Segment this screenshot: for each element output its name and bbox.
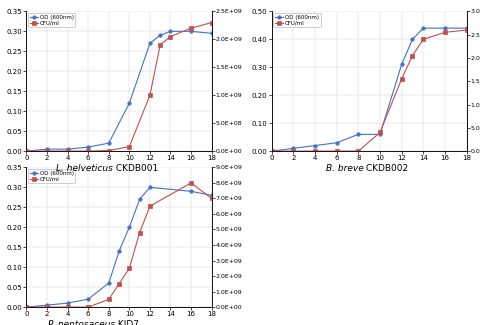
OD (600nm)	[157, 33, 163, 37]
CFU/ml	[65, 305, 71, 309]
CFU/ml	[355, 149, 360, 153]
CFU/ml	[188, 181, 193, 185]
CFU/ml	[24, 305, 29, 309]
OD (600nm)	[463, 26, 468, 30]
CFU/ml	[208, 197, 214, 201]
OD (600nm)	[136, 197, 142, 201]
CFU/ml	[398, 77, 404, 81]
CFU/ml	[312, 149, 317, 153]
CFU/ml	[126, 145, 132, 149]
Legend: OD (600nm), CFU/ml: OD (600nm), CFU/ml	[28, 169, 75, 183]
OD (600nm)	[147, 41, 153, 45]
OD (600nm)	[208, 193, 214, 197]
OD (600nm)	[126, 225, 132, 229]
CFU/ml	[85, 149, 91, 153]
OD (600nm)	[147, 185, 153, 189]
OD (600nm)	[312, 144, 317, 148]
Text: CKDB001: CKDB001	[113, 164, 158, 173]
CFU/ml	[147, 204, 153, 208]
OD (600nm)	[65, 147, 71, 151]
OD (600nm)	[85, 297, 91, 301]
CFU/ml	[24, 149, 29, 153]
Legend: OD (600nm), CFU/ml: OD (600nm), CFU/ml	[273, 13, 320, 27]
CFU/ml	[290, 149, 296, 153]
OD (600nm)	[65, 301, 71, 305]
Line: CFU/ml: CFU/ml	[24, 181, 213, 309]
CFU/ml	[147, 93, 153, 97]
CFU/ml	[268, 149, 274, 153]
OD (600nm)	[420, 26, 425, 30]
Text: L. helveticus: L. helveticus	[56, 164, 113, 173]
OD (600nm)	[208, 32, 214, 35]
Line: OD (600nm): OD (600nm)	[269, 26, 468, 153]
OD (600nm)	[290, 146, 296, 150]
OD (600nm)	[376, 132, 382, 136]
CFU/ml	[420, 37, 425, 41]
CFU/ml	[65, 149, 71, 153]
CFU/ml	[208, 20, 214, 24]
OD (600nm)	[398, 62, 404, 66]
OD (600nm)	[106, 281, 111, 285]
OD (600nm)	[167, 29, 173, 33]
CFU/ml	[167, 34, 173, 38]
CFU/ml	[116, 282, 122, 286]
OD (600nm)	[408, 37, 414, 41]
OD (600nm)	[24, 305, 29, 309]
CFU/ml	[157, 43, 163, 47]
CFU/ml	[376, 131, 382, 135]
OD (600nm)	[188, 189, 193, 193]
Text: KID7: KID7	[115, 320, 139, 325]
OD (600nm)	[44, 303, 50, 307]
OD (600nm)	[106, 141, 111, 145]
CFU/ml	[106, 149, 111, 152]
OD (600nm)	[116, 249, 122, 253]
Text: CKDB002: CKDB002	[362, 164, 408, 173]
Text: P. pentosaceus: P. pentosaceus	[48, 320, 115, 325]
Text: B. breve: B. breve	[325, 164, 362, 173]
OD (600nm)	[188, 29, 193, 33]
Line: CFU/ml: CFU/ml	[24, 21, 213, 153]
Line: OD (600nm): OD (600nm)	[24, 186, 213, 309]
OD (600nm)	[355, 132, 360, 136]
CFU/ml	[333, 149, 339, 153]
Line: CFU/ml: CFU/ml	[269, 28, 468, 153]
CFU/ml	[85, 305, 91, 309]
OD (600nm)	[268, 149, 274, 153]
OD (600nm)	[24, 149, 29, 153]
Line: OD (600nm): OD (600nm)	[24, 30, 213, 153]
Legend: OD (600nm), CFU/ml: OD (600nm), CFU/ml	[28, 13, 75, 27]
OD (600nm)	[85, 145, 91, 149]
OD (600nm)	[333, 141, 339, 145]
CFU/ml	[441, 30, 447, 34]
OD (600nm)	[126, 101, 132, 105]
CFU/ml	[44, 305, 50, 309]
OD (600nm)	[44, 147, 50, 151]
CFU/ml	[136, 231, 142, 235]
CFU/ml	[408, 54, 414, 58]
CFU/ml	[126, 266, 132, 270]
CFU/ml	[463, 28, 468, 32]
CFU/ml	[188, 26, 193, 30]
OD (600nm)	[441, 26, 447, 30]
CFU/ml	[44, 149, 50, 153]
CFU/ml	[106, 297, 111, 301]
